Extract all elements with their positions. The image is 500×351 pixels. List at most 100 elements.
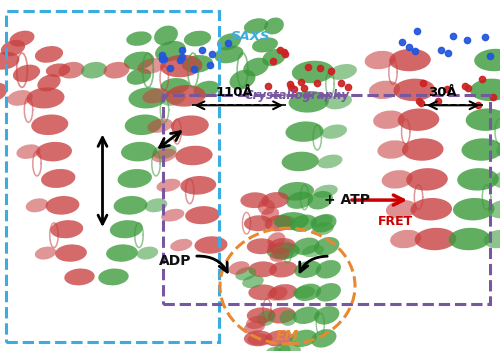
Ellipse shape — [142, 88, 169, 104]
Ellipse shape — [466, 108, 500, 131]
Text: Crystallography: Crystallography — [245, 89, 350, 102]
Ellipse shape — [261, 192, 289, 208]
Ellipse shape — [243, 58, 269, 77]
Ellipse shape — [308, 191, 333, 210]
Ellipse shape — [0, 83, 7, 102]
Ellipse shape — [26, 198, 48, 212]
Ellipse shape — [278, 182, 314, 201]
Ellipse shape — [147, 119, 173, 133]
Ellipse shape — [453, 198, 494, 220]
Ellipse shape — [246, 316, 267, 329]
Ellipse shape — [240, 192, 269, 208]
Ellipse shape — [410, 198, 452, 220]
Ellipse shape — [314, 306, 340, 325]
Ellipse shape — [274, 343, 291, 351]
Ellipse shape — [290, 214, 317, 232]
Ellipse shape — [268, 307, 295, 324]
Ellipse shape — [294, 260, 321, 278]
Ellipse shape — [176, 146, 212, 165]
Text: FRET: FRET — [378, 215, 413, 229]
Ellipse shape — [389, 49, 431, 71]
Ellipse shape — [268, 238, 295, 254]
Ellipse shape — [316, 260, 341, 279]
Ellipse shape — [0, 52, 20, 70]
Ellipse shape — [184, 31, 211, 46]
Ellipse shape — [484, 230, 500, 248]
Ellipse shape — [272, 246, 294, 259]
Ellipse shape — [290, 330, 317, 347]
Ellipse shape — [269, 261, 297, 278]
Ellipse shape — [457, 168, 499, 191]
Ellipse shape — [144, 198, 168, 212]
Ellipse shape — [293, 238, 320, 255]
Ellipse shape — [235, 267, 256, 280]
Ellipse shape — [46, 64, 70, 77]
Ellipse shape — [124, 114, 162, 135]
Text: SAXS: SAXS — [231, 30, 270, 44]
Ellipse shape — [248, 284, 277, 300]
Ellipse shape — [378, 140, 408, 159]
Ellipse shape — [170, 115, 209, 136]
Ellipse shape — [274, 212, 309, 230]
Ellipse shape — [316, 283, 341, 302]
Ellipse shape — [312, 222, 334, 235]
Ellipse shape — [160, 55, 202, 77]
Ellipse shape — [247, 238, 276, 254]
Ellipse shape — [194, 81, 220, 98]
Ellipse shape — [58, 62, 84, 79]
Ellipse shape — [314, 185, 338, 198]
Ellipse shape — [38, 74, 60, 91]
Ellipse shape — [264, 18, 284, 34]
Ellipse shape — [414, 228, 457, 250]
Ellipse shape — [106, 244, 138, 262]
Ellipse shape — [286, 121, 324, 142]
Ellipse shape — [269, 284, 297, 300]
Ellipse shape — [258, 310, 275, 326]
Ellipse shape — [496, 140, 500, 159]
Ellipse shape — [318, 154, 342, 168]
Ellipse shape — [152, 148, 176, 163]
Ellipse shape — [262, 49, 286, 66]
Ellipse shape — [261, 207, 279, 222]
Ellipse shape — [398, 108, 440, 131]
Ellipse shape — [264, 330, 293, 346]
Ellipse shape — [50, 220, 83, 238]
Ellipse shape — [310, 215, 333, 227]
Ellipse shape — [138, 58, 166, 74]
Ellipse shape — [166, 85, 205, 107]
Ellipse shape — [185, 206, 220, 224]
Ellipse shape — [258, 199, 275, 215]
Ellipse shape — [394, 79, 435, 101]
Ellipse shape — [170, 239, 192, 251]
Ellipse shape — [194, 236, 228, 254]
Ellipse shape — [13, 65, 40, 82]
Ellipse shape — [488, 200, 500, 218]
Ellipse shape — [369, 81, 400, 99]
Ellipse shape — [228, 261, 250, 275]
Ellipse shape — [273, 216, 295, 228]
Ellipse shape — [248, 261, 277, 277]
Ellipse shape — [267, 287, 287, 300]
Ellipse shape — [217, 33, 241, 50]
Ellipse shape — [137, 247, 158, 259]
Ellipse shape — [292, 61, 334, 83]
Ellipse shape — [322, 125, 347, 139]
Ellipse shape — [252, 37, 278, 53]
Text: + ATP: + ATP — [324, 193, 370, 207]
Ellipse shape — [386, 200, 417, 218]
Ellipse shape — [152, 144, 176, 159]
Ellipse shape — [278, 344, 301, 351]
Ellipse shape — [244, 215, 272, 231]
Ellipse shape — [462, 138, 500, 161]
Ellipse shape — [268, 232, 285, 247]
Ellipse shape — [41, 169, 76, 188]
Text: 30Å: 30Å — [428, 86, 457, 99]
Text: ADP: ADP — [158, 254, 191, 269]
Ellipse shape — [98, 269, 128, 285]
Ellipse shape — [124, 52, 154, 70]
Ellipse shape — [294, 284, 321, 301]
Text: EM: EM — [276, 329, 299, 343]
Ellipse shape — [10, 31, 34, 47]
Ellipse shape — [288, 91, 329, 113]
Ellipse shape — [293, 307, 320, 324]
